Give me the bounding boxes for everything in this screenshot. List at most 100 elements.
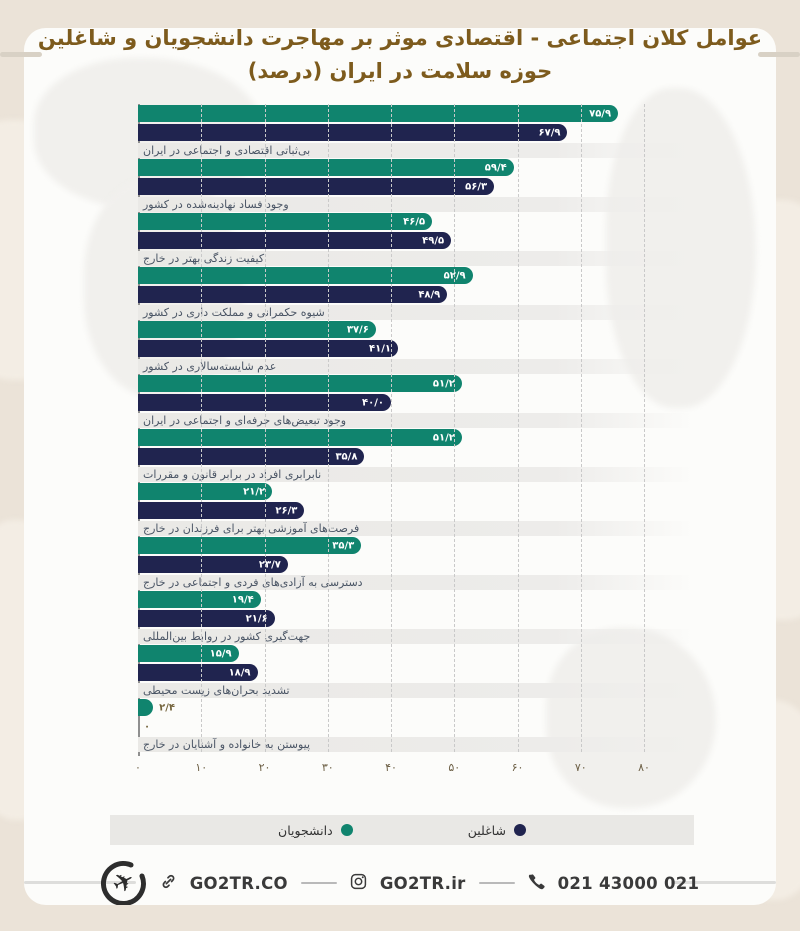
grid-line bbox=[327, 104, 329, 752]
svg-text:✈: ✈ bbox=[107, 865, 140, 902]
category-strip: فرصت‌های آموزشی بهتر برای فرزندان در خار… bbox=[138, 521, 694, 536]
x-tick-label: ۶۰ bbox=[511, 761, 524, 774]
category-strip: نابرابری افراد در برابر قانون و مقررات bbox=[138, 467, 694, 482]
bar-value-label: ۰ bbox=[144, 721, 151, 732]
category-label: وجود فساد نهادینه‌شده در کشور bbox=[143, 198, 289, 211]
bar-value-label: ۶۷/۹ bbox=[538, 127, 561, 138]
bar-value-label: ۲۱/۶ bbox=[245, 613, 268, 624]
bar-value-label: ۲۱/۲ bbox=[243, 486, 266, 497]
grid-line bbox=[391, 104, 392, 752]
category-strip: عدم شایسته‌سالاری در کشور bbox=[138, 359, 694, 374]
students-bar: ۵۱/۲ bbox=[138, 429, 462, 446]
category-strip: پیوستن به خانواده و آشنایان در خارج bbox=[138, 737, 694, 752]
bar-value-label: ۵۱/۲ bbox=[432, 378, 455, 389]
go2tr-logo: ✈ bbox=[100, 860, 147, 905]
map-shape bbox=[606, 88, 756, 408]
phone-icon bbox=[528, 873, 545, 894]
category-label: دسترسی به آزادی‌های فردی و اجتماعی در خا… bbox=[143, 576, 363, 589]
category-strip: بی‌ثباتی اقتصادی و اجتماعی در ایران bbox=[138, 143, 694, 158]
category-strip: وجود تبعیض‌های حرفه‌ای و اجتماعی در ایرا… bbox=[138, 413, 694, 428]
category-label: نابرابری افراد در برابر قانون و مقررات bbox=[143, 468, 322, 481]
instagram-link[interactable]: GO2TR.ir bbox=[379, 873, 466, 893]
legend-label-workers: شاغلین bbox=[467, 822, 506, 838]
students-bar: ۳۵/۳ bbox=[138, 537, 362, 554]
grid-line bbox=[517, 104, 519, 752]
category-strip: تشدید بحران‌های زیست محیطی bbox=[138, 683, 694, 698]
students-bar: ۷۵/۹ bbox=[138, 105, 619, 122]
bar-value-label: ۲/۴ bbox=[159, 702, 176, 713]
category-strip: دسترسی به آزادی‌های فردی و اجتماعی در خا… bbox=[138, 575, 694, 590]
website-link[interactable]: GO2TR.CO bbox=[189, 873, 288, 893]
bar-group: ۲۱/۲ ۲۶/۳ فرصت‌های آموزشی بهتر برای فرزندا… bbox=[138, 482, 694, 536]
bar-value-label: ۴۹/۵ bbox=[422, 235, 445, 246]
bar-group: ۳۷/۶ ۴۱/۱ عدم شایسته‌سالاری در کشور bbox=[138, 320, 694, 374]
legend-label-students: دانشجویان bbox=[278, 822, 333, 838]
students-bar: ۲/۴ bbox=[138, 699, 175, 716]
bar-group: ۵۲/۹ ۴۸/۹ شیوه حکمرانی و مملکت داری در کشو… bbox=[138, 266, 694, 320]
bar-value-label: ۱۸/۹ bbox=[228, 667, 251, 678]
bar-group: ۵۱/۲ ۳۵/۸ نابرابری افراد در برابر قانون و … bbox=[138, 428, 694, 482]
link-icon bbox=[160, 873, 177, 894]
x-tick-label: ۸۰ bbox=[638, 761, 650, 774]
title-right-dash bbox=[758, 52, 800, 57]
students-bar: ۳۷/۶ bbox=[138, 321, 376, 338]
category-label: وجود تبعیض‌های حرفه‌ای و اجتماعی در ایرا… bbox=[143, 414, 347, 427]
infographic-card: ۷۵/۹ ۶۷/۹ بی‌ثباتی اقتصادی و اجتماعی در ای… bbox=[24, 28, 776, 905]
students-bar: ۵۲/۹ bbox=[138, 267, 473, 284]
category-label: جهت‌گیری کشور در روابط بین‌المللی bbox=[143, 630, 311, 643]
workers-bar: ۴۹/۵ bbox=[138, 232, 452, 249]
legend-item-students: دانشجویان bbox=[278, 823, 353, 838]
title-line-2: حوزه سلامت در ایران (درصد) bbox=[247, 59, 553, 83]
grid-line bbox=[201, 104, 203, 752]
bar-value-label: ۳۵/۳ bbox=[332, 540, 355, 551]
workers-bar: ۲۶/۳ bbox=[138, 502, 305, 519]
workers-bar: ۳۵/۸ bbox=[138, 448, 365, 465]
title-line-1: عوامل کلان اجتماعی - اقتصادی موثر بر مها… bbox=[37, 26, 763, 50]
students-bar: ۵۹/۴ bbox=[138, 159, 514, 176]
category-label: کیفیت زندگی بهتر در خارج bbox=[143, 252, 265, 265]
x-tick-label: ۱۰ bbox=[195, 761, 208, 774]
x-tick-label: ۲۰ bbox=[258, 761, 271, 774]
category-label: شیوه حکمرانی و مملکت داری در کشور bbox=[143, 306, 325, 319]
category-strip: شیوه حکمرانی و مملکت داری در کشور bbox=[138, 305, 694, 320]
legend-item-workers: شاغلین bbox=[468, 823, 526, 838]
workers-bar: ۵۶/۳ bbox=[138, 178, 495, 195]
students-bar: ۱۹/۴ bbox=[138, 591, 261, 608]
x-tick-label: ۳۰ bbox=[321, 761, 334, 774]
x-axis-ticks: ۰ ۱۰ ۲۰ ۳۰ ۴۰ ۵۰ ۶۰ ۷۰ ۸۰ bbox=[135, 761, 650, 777]
workers-bar: ۶۷/۹ bbox=[138, 124, 568, 141]
bar-value-label: ۴۰/۰ bbox=[362, 397, 384, 408]
bar-group: ۱۵/۹ ۱۸/۹ تشدید بحران‌های زیست محیطی bbox=[138, 644, 694, 698]
bar-value-label: ۴۸/۹ bbox=[418, 289, 441, 300]
bar-value-label: ۵۶/۳ bbox=[465, 181, 488, 192]
bar-group: ۵۹/۴ ۵۶/۳ وجود فساد نهادینه‌شده در کشور bbox=[138, 158, 694, 212]
bar-group: ۳۵/۳ ۲۳/۷ دسترسی به آزادی‌های فردی و اجتما… bbox=[138, 536, 694, 590]
footer-separator bbox=[478, 881, 515, 885]
bar-value-label: ۷۵/۹ bbox=[589, 108, 612, 119]
footer-left-dash bbox=[24, 881, 136, 884]
workers-bar: ۱۸/۹ bbox=[138, 664, 258, 681]
workers-bar: ۲۱/۶ bbox=[138, 610, 275, 627]
category-label: فرصت‌های آموزشی بهتر برای فرزندان در خار… bbox=[143, 522, 360, 535]
bar-value-label: ۳۷/۶ bbox=[346, 324, 369, 335]
bar-value-label: ۴۶/۵ bbox=[403, 216, 426, 227]
footer-bar: ✈ GO2TR.CO GO2TR.ir 021 43000 0 bbox=[24, 858, 776, 905]
bar-value-label: ۲۳/۷ bbox=[258, 559, 281, 570]
grid-line bbox=[264, 104, 266, 752]
bar-group: ۷۵/۹ ۶۷/۹ بی‌ثباتی اقتصادی و اجتماعی در ای… bbox=[138, 104, 694, 158]
bar-value-label: ۳۵/۸ bbox=[335, 451, 358, 462]
workers-bar: ۴۱/۱ bbox=[138, 340, 398, 357]
footer-separator bbox=[300, 881, 337, 885]
bar-group: ۲/۴ ۰ پیوستن به خانواده و آشنایان در خارج bbox=[138, 698, 694, 752]
bar-value-label: ۲۶/۳ bbox=[275, 505, 298, 516]
phone-number[interactable]: 021 43000 021 bbox=[557, 873, 700, 893]
x-tick-label: ۵۰ bbox=[448, 761, 461, 774]
workers-bar: ۴۸/۹ bbox=[138, 286, 448, 303]
bar-value-label: ۵۹/۴ bbox=[484, 162, 507, 173]
instagram-icon bbox=[350, 873, 367, 894]
bar-value-label: ۵۱/۲ bbox=[432, 432, 455, 443]
bar-value-label: ۴۱/۱ bbox=[368, 343, 391, 354]
students-bar: ۱۵/۹ bbox=[138, 645, 239, 662]
students-dot-icon bbox=[340, 824, 353, 836]
title-left-dash bbox=[0, 52, 42, 57]
